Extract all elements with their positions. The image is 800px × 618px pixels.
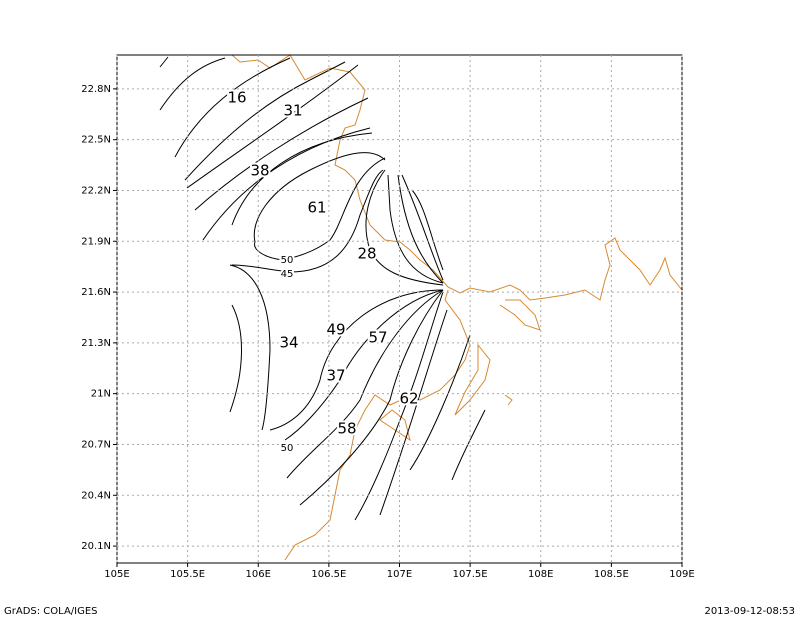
y-tick-label: 21N: [91, 389, 111, 400]
contour-label: 28: [357, 245, 376, 263]
contour-line: [397, 174, 444, 284]
contour-line: [174, 57, 291, 158]
x-tick-label: 109E: [669, 569, 694, 580]
contour-line: [286, 289, 444, 479]
y-tick-label: 21.9N: [81, 236, 111, 247]
contour-line: [159, 56, 169, 68]
y-tick-label: 20.1N: [81, 541, 111, 552]
y-tick-label: 20.7N: [81, 439, 111, 450]
contour-line: [411, 189, 444, 271]
contour-label: 37: [326, 367, 345, 385]
contour-label: 31: [283, 102, 302, 120]
contour-line: [229, 304, 242, 413]
x-tick-label: 106E: [246, 569, 271, 580]
x-tick-label: 105E: [104, 569, 129, 580]
y-tick-label: 22.2N: [81, 185, 111, 196]
x-tick-label: 105.5E: [170, 569, 205, 580]
contour-line: [451, 409, 486, 481]
contour-line: [365, 169, 444, 286]
contour-line: [379, 309, 448, 516]
x-tick-label: 106.5E: [311, 569, 346, 580]
contour-line: [269, 289, 444, 431]
contour-label: 58: [337, 420, 356, 438]
footer-right: 2013-09-12-08:53: [704, 606, 795, 617]
coastline: [231, 54, 683, 561]
x-tick-label: 108E: [528, 569, 553, 580]
contour-line: [387, 174, 444, 284]
coastline: [231, 54, 683, 301]
x-tick-label: 107E: [387, 569, 412, 580]
contour-label: 57: [368, 329, 387, 347]
contour-label: 62: [399, 390, 418, 408]
island: [379, 409, 411, 442]
y-tick-label: 21.6N: [81, 287, 111, 298]
contour-line: [229, 264, 271, 431]
contour-line: [186, 64, 359, 189]
contour-label: 16: [227, 89, 246, 107]
contour-line: [284, 289, 444, 441]
contour-line: [231, 132, 373, 226]
island: [504, 394, 513, 406]
y-tick-label: 22.8N: [81, 84, 111, 95]
contour-line: [354, 291, 444, 521]
contour-label: 50: [281, 443, 294, 454]
island: [454, 343, 491, 416]
y-tick-label: 21.3N: [81, 338, 111, 349]
contour-label: 38: [250, 162, 269, 180]
contour-line: [299, 289, 444, 506]
contour-label: 49: [326, 321, 345, 339]
contour-label: 45: [281, 269, 294, 280]
contour-line: [184, 61, 346, 181]
contour-line: [194, 97, 369, 211]
contour-line: [159, 57, 226, 111]
coastline: [284, 289, 471, 561]
contour-label: 50: [281, 255, 294, 266]
contour-label: 34: [279, 334, 298, 352]
x-tick-label: 108.5E: [594, 569, 629, 580]
x-tick-label: 107.5E: [453, 569, 488, 580]
contour-line: [409, 334, 471, 471]
y-tick-label: 22.5N: [81, 135, 111, 146]
y-tick-label: 20.4N: [81, 490, 111, 501]
contour-label: 61: [307, 199, 326, 217]
island: [499, 299, 541, 331]
contours: [159, 56, 486, 521]
footer-left: GrADS: COLA/IGES: [4, 606, 98, 617]
contour-line: [401, 174, 444, 281]
contour-line: [231, 169, 384, 273]
